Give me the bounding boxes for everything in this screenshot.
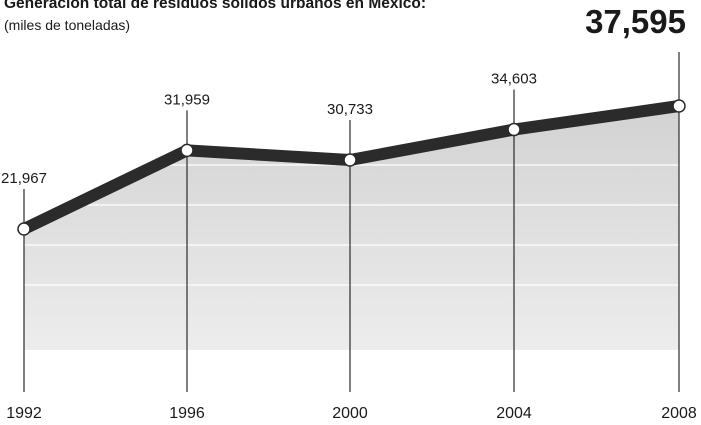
year-label-2008: 2008 xyxy=(661,405,697,422)
value-label-2008: 37,595 xyxy=(585,3,686,40)
value-label-2000: 30,733 xyxy=(327,101,373,118)
data-point-2008 xyxy=(672,99,686,113)
chart-title: Generación total de residuos sólidos urb… xyxy=(4,0,427,12)
year-label-1996: 1996 xyxy=(169,405,205,422)
data-point-1992 xyxy=(17,222,31,236)
value-label-1992: 21,967 xyxy=(1,170,47,187)
data-point-2000 xyxy=(343,153,357,167)
year-label-1992: 1992 xyxy=(6,405,42,422)
year-label-2004: 2004 xyxy=(496,405,532,422)
data-point-1996 xyxy=(180,143,194,158)
data-point-2004 xyxy=(507,122,521,137)
area-fill xyxy=(24,106,679,350)
value-label-1996: 31,959 xyxy=(164,91,210,108)
year-label-2000: 2000 xyxy=(332,405,368,422)
value-label-2004: 34,603 xyxy=(491,71,537,88)
chart-subtitle: (miles de toneladas) xyxy=(4,17,131,33)
